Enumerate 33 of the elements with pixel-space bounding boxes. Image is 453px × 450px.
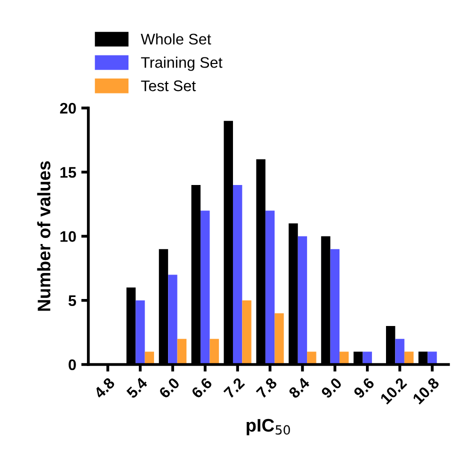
legend-label: Training Set [141, 56, 222, 71]
legend-label: Test Set [141, 80, 196, 92]
y-tick-label: 5 [68, 295, 76, 306]
bar [274, 313, 284, 364]
bar [177, 338, 186, 364]
x-tick-label: 6.0 [158, 377, 180, 399]
bar [428, 352, 437, 364]
bar [232, 184, 242, 364]
bar [298, 236, 308, 364]
x-tick-label: 7.8 [256, 376, 278, 399]
bar [242, 300, 252, 364]
legend-label: Whole Set [140, 33, 212, 45]
x-tick-label: 5.4 [126, 376, 148, 399]
x-tick-label: 7.2 [223, 377, 245, 399]
bar [168, 274, 178, 364]
y-tick-label: 0 [68, 359, 76, 370]
bar [265, 210, 275, 364]
bar [330, 249, 340, 364]
bar [136, 300, 145, 364]
bar [200, 210, 210, 364]
y-tick-label: 15 [60, 167, 76, 178]
x-tick-label: 4.8 [93, 376, 116, 400]
x-tick-label: 8.4 [288, 376, 310, 399]
bar [210, 338, 219, 364]
x-axis-title: pIC$_{50}$ [246, 418, 290, 436]
x-tick-label: 9.0 [320, 377, 342, 399]
bar [307, 352, 316, 364]
x-tick-label: 6.6 [190, 376, 213, 399]
y-tick-label: 10 [60, 231, 76, 242]
y-tick-label: 20 [60, 102, 76, 114]
bar [395, 338, 404, 364]
y-axis-title: Number of values [37, 161, 50, 311]
x-tick-label: 9.6 [353, 376, 375, 399]
